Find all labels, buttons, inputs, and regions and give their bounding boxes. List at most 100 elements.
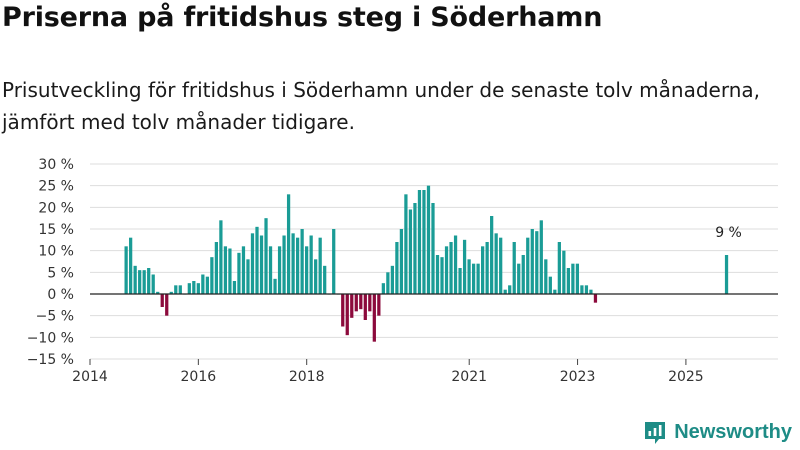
bar: [566, 268, 570, 294]
bar: [584, 285, 589, 294]
bar: [517, 263, 521, 294]
bar: [512, 242, 516, 294]
bar: [341, 294, 345, 327]
bar: [575, 263, 580, 294]
bar: [223, 246, 228, 294]
bar: [273, 278, 277, 294]
x-tick-label: 2021: [451, 369, 487, 385]
bar: [354, 294, 358, 312]
newsworthy-logo-icon: [645, 422, 666, 444]
bar: [129, 237, 133, 294]
bar: [187, 283, 191, 294]
bar: [282, 235, 286, 294]
bar: [156, 291, 160, 294]
bar: [305, 246, 309, 294]
bar: [467, 259, 471, 294]
bar: [138, 270, 142, 294]
bar: [580, 285, 584, 294]
x-tick-label: 2014: [72, 369, 108, 385]
bar: [503, 289, 507, 294]
bar: [571, 263, 575, 294]
bar: [124, 246, 128, 294]
bar: [169, 291, 173, 294]
bar: [291, 233, 295, 294]
bar: [277, 246, 282, 294]
bar: [381, 283, 385, 294]
bar: [214, 242, 219, 294]
x-tick-label: 2023: [560, 369, 596, 385]
bar: [264, 218, 268, 294]
y-tick-label: 20 %: [38, 200, 74, 216]
bar: [426, 185, 431, 294]
bar: [232, 281, 237, 294]
bar: [544, 259, 548, 294]
y-tick-label: 15 %: [38, 222, 74, 238]
bar: [413, 203, 417, 294]
bar: [201, 274, 205, 294]
bar: [404, 194, 408, 294]
bar: [453, 235, 458, 294]
bar: [241, 246, 246, 294]
bar: [553, 289, 557, 294]
y-tick-label: 25 %: [38, 179, 74, 195]
bar: [309, 235, 313, 294]
bar: [160, 294, 164, 307]
y-tick-label: 30 %: [38, 157, 74, 173]
bar: [323, 265, 327, 294]
bar: [133, 265, 137, 294]
bar: [165, 294, 169, 316]
y-tick-label: −15 %: [27, 352, 74, 368]
bar: [593, 294, 598, 303]
chart-subtitle: Prisutveckling för fritidshus i Söderham…: [2, 78, 760, 134]
y-tick-label: 0 %: [47, 287, 74, 303]
bar: [471, 263, 476, 294]
bar-chart: 30 % 25 % 20 % 15 % 10 % 5 % 0 % −5 % −10 % −15 %…: [27, 157, 778, 385]
bar: [314, 259, 318, 294]
brand-name: Newsworthy: [674, 420, 792, 443]
bar: [417, 190, 422, 294]
bar: [476, 263, 480, 294]
y-tick-label: 5 %: [47, 265, 74, 281]
bar: [562, 250, 566, 294]
bar: [521, 255, 525, 294]
bar: [440, 257, 444, 294]
bar: [178, 285, 182, 294]
x-tick-label: 2016: [181, 369, 217, 385]
bar: [363, 294, 367, 320]
bar: [255, 226, 259, 294]
bar: [589, 289, 593, 294]
bar: [408, 209, 413, 294]
bar: [458, 268, 462, 294]
chart-title: Priserna på fritidshus steg i Söderhamn: [2, 2, 603, 33]
bar: [481, 246, 485, 294]
bar: [318, 237, 322, 294]
bar: [444, 246, 449, 294]
bar: [210, 257, 214, 294]
bar: [499, 237, 503, 294]
bar: [295, 237, 300, 294]
bar: [332, 229, 336, 294]
bar: [390, 265, 394, 294]
bar: [259, 235, 264, 294]
bar: [539, 220, 543, 294]
bar: [490, 216, 494, 294]
bar: [345, 294, 349, 336]
x-tick-label: 2025: [668, 369, 704, 385]
bar: [151, 274, 155, 294]
bar: [300, 229, 304, 294]
bar: [147, 268, 151, 294]
bar: [174, 285, 178, 294]
bar: [196, 283, 200, 294]
bar: [219, 220, 223, 294]
bar: [399, 229, 404, 294]
bar: [359, 294, 363, 310]
data-label: 9 %: [715, 225, 742, 241]
bar: [205, 276, 209, 294]
bar: [286, 194, 291, 294]
y-tick-label: −10 %: [27, 330, 74, 346]
bar: [435, 255, 440, 294]
brand-logo: Newsworthy: [642, 419, 792, 445]
bar: [548, 276, 552, 294]
bar: [237, 252, 241, 294]
y-tick-label: −5 %: [36, 309, 74, 325]
